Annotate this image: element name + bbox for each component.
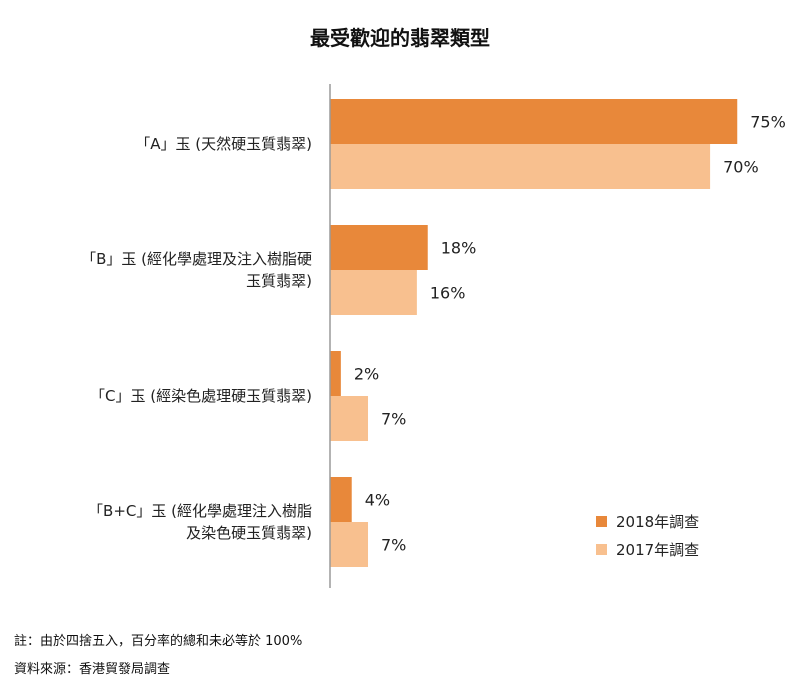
category-label: 及染色硬玉質翡翠) <box>186 524 312 542</box>
footnote-rounding: 註：由於四捨五入，百分率的總和未必等於 100% <box>14 634 303 649</box>
data-label: 16% <box>430 284 466 303</box>
bar-2017-3 <box>330 522 369 567</box>
data-label: 75% <box>750 113 786 132</box>
legend-swatch <box>596 544 607 555</box>
data-label: 70% <box>723 158 759 177</box>
category-label: 玉質翡翠) <box>246 272 312 290</box>
data-label: 2% <box>354 365 379 384</box>
category-label: 「B+C」玉 (經化學處理注入樹脂 <box>88 502 312 520</box>
legend-label: 2017年調查 <box>616 541 699 559</box>
bar-2017-0 <box>330 144 711 189</box>
data-label: 7% <box>381 536 406 555</box>
bar-2017-2 <box>330 396 369 441</box>
bar-2017-1 <box>330 270 417 315</box>
footnote-source: 資料來源：香港貿發局調查 <box>14 662 171 677</box>
bar-2018-3 <box>330 477 352 522</box>
bar-2018-0 <box>330 99 738 144</box>
data-label: 4% <box>365 491 390 510</box>
category-label: 「A」玉 (天然硬玉質翡翠) <box>135 135 312 153</box>
bar-2018-1 <box>330 225 428 270</box>
data-label: 18% <box>441 239 477 258</box>
legend-label: 2018年調查 <box>616 513 699 531</box>
chart-title: 最受歡迎的翡翠類型 <box>310 26 490 50</box>
category-label: 「B」玉 (經化學處理及注入樹脂硬 <box>81 250 312 268</box>
category-label: 「C」玉 (經染色處理硬玉質翡翠) <box>90 387 312 405</box>
data-label: 7% <box>381 410 406 429</box>
legend-swatch <box>596 516 607 527</box>
bar-2018-2 <box>330 351 341 396</box>
